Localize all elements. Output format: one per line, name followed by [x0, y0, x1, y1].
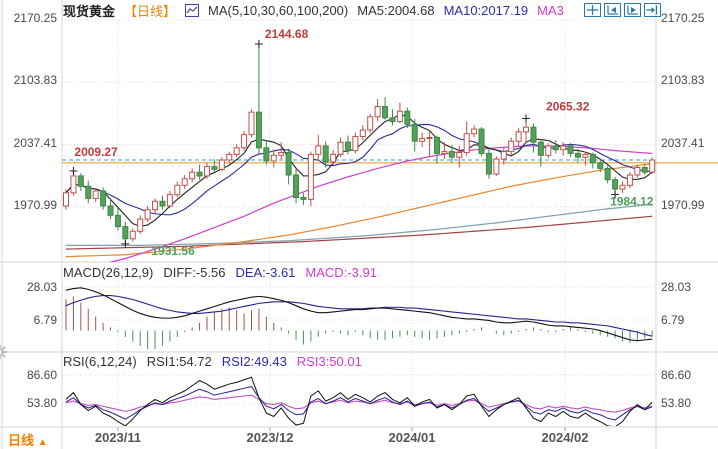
dropdown-arrow-icon: ▲ — [37, 437, 48, 448]
price-axis-label-left: 1970.99 — [13, 198, 57, 212]
rsi1-value: RSI1:54.72 — [146, 354, 212, 369]
rsi2-value: RSI2:49.43 — [221, 354, 287, 369]
price-axis-label-left: 2103.83 — [13, 73, 57, 87]
macd-dea-value: DEA:-3.61 — [235, 265, 296, 280]
rsi-axis-label-right: 86.60 — [661, 368, 692, 382]
date-axis-label: 2024/01 — [388, 430, 436, 445]
ma30-value: MA3 — [537, 3, 564, 18]
rsi-axis-label-right: 53.80 — [661, 396, 692, 410]
price-marker-label: 2009.27 — [74, 145, 118, 159]
price-marker-label: 2065.32 — [546, 99, 590, 113]
chart-toolbar — [584, 3, 661, 17]
price-marker-label: 2144.68 — [265, 27, 309, 41]
price-axis-label-right: 2170.25 — [661, 11, 705, 25]
price-axis-label-right: 2037.41 — [661, 136, 705, 150]
ma-params-label: MA(5,10,30,60,100,200) — [208, 3, 349, 18]
macd-axis-label-right: 6.79 — [661, 313, 685, 327]
symbol-name[interactable]: 现货黄金 — [63, 4, 116, 19]
macd-axis-label-left: 28.03 — [26, 280, 57, 294]
zoom-axis-left-icon[interactable] — [604, 3, 621, 17]
ma10-value: MA10:2017.19 — [443, 3, 529, 18]
price-axis-label-right: 1970.99 — [661, 198, 705, 212]
settings-gear-icon[interactable] — [0, 344, 8, 360]
macd-axis-label-right: 28.03 — [661, 280, 692, 294]
macd-diff-value: DIFF:-5.56 — [163, 265, 226, 280]
move-crosshair-icon[interactable] — [584, 3, 601, 17]
rsi-panel — [65, 376, 653, 426]
period-label: 日线 — [8, 433, 35, 448]
price-marker-label: 1931.56 — [151, 244, 195, 258]
main-price-panel — [63, 43, 656, 262]
macd-params-label: MACD(26,12,9) — [63, 265, 154, 280]
pan-to-latest-icon[interactable] — [644, 3, 661, 17]
period-tag[interactable]: 【日线】 — [124, 4, 177, 19]
macd-value: MACD:-3.91 — [305, 265, 377, 280]
date-axis-label: 2023/12 — [246, 430, 294, 445]
macd-axis-label-left: 6.79 — [33, 313, 57, 327]
price-axis-label-left: 2037.41 — [13, 136, 57, 150]
ma5-value: MA5:2004.68 — [357, 3, 435, 18]
price-extreme-markers: 2009.27 2144.68 2065.32 1931.56 1984.12 — [69, 27, 654, 258]
line-chart-icon — [185, 4, 200, 17]
price-axis-label-right: 2103.83 — [661, 73, 705, 87]
gridlines — [62, 19, 656, 431]
date-axis-label: 2023/11 — [94, 430, 142, 445]
main-header: 现货黄金 【日线】 MA(5,10,30,60,100,200) MA5:200… — [63, 1, 564, 20]
rsi-axis-label-left: 53.80 — [26, 396, 57, 410]
period-selector[interactable]: 日线 ▲ — [8, 430, 48, 449]
date-axis-label: 2024/02 — [541, 430, 589, 445]
rsi-header: RSI(6,12,24) RSI1:54.72 RSI2:49.43 RSI3:… — [63, 354, 362, 369]
rsi3-value: RSI3:50.01 — [296, 354, 362, 369]
macd-header: MACD(26,12,9) DIFF:-5.56 DEA:-3.61 MACD:… — [63, 265, 377, 280]
price-marker-label: 1984.12 — [610, 195, 654, 209]
rsi-axis-label-left: 86.60 — [26, 368, 57, 382]
candlestick-series — [63, 43, 656, 244]
rsi-params-label: RSI(6,12,24) — [63, 354, 137, 369]
zoom-axis-right-icon[interactable] — [624, 3, 641, 17]
price-axis-label-left: 2170.25 — [13, 11, 57, 25]
macd-panel — [65, 287, 653, 350]
